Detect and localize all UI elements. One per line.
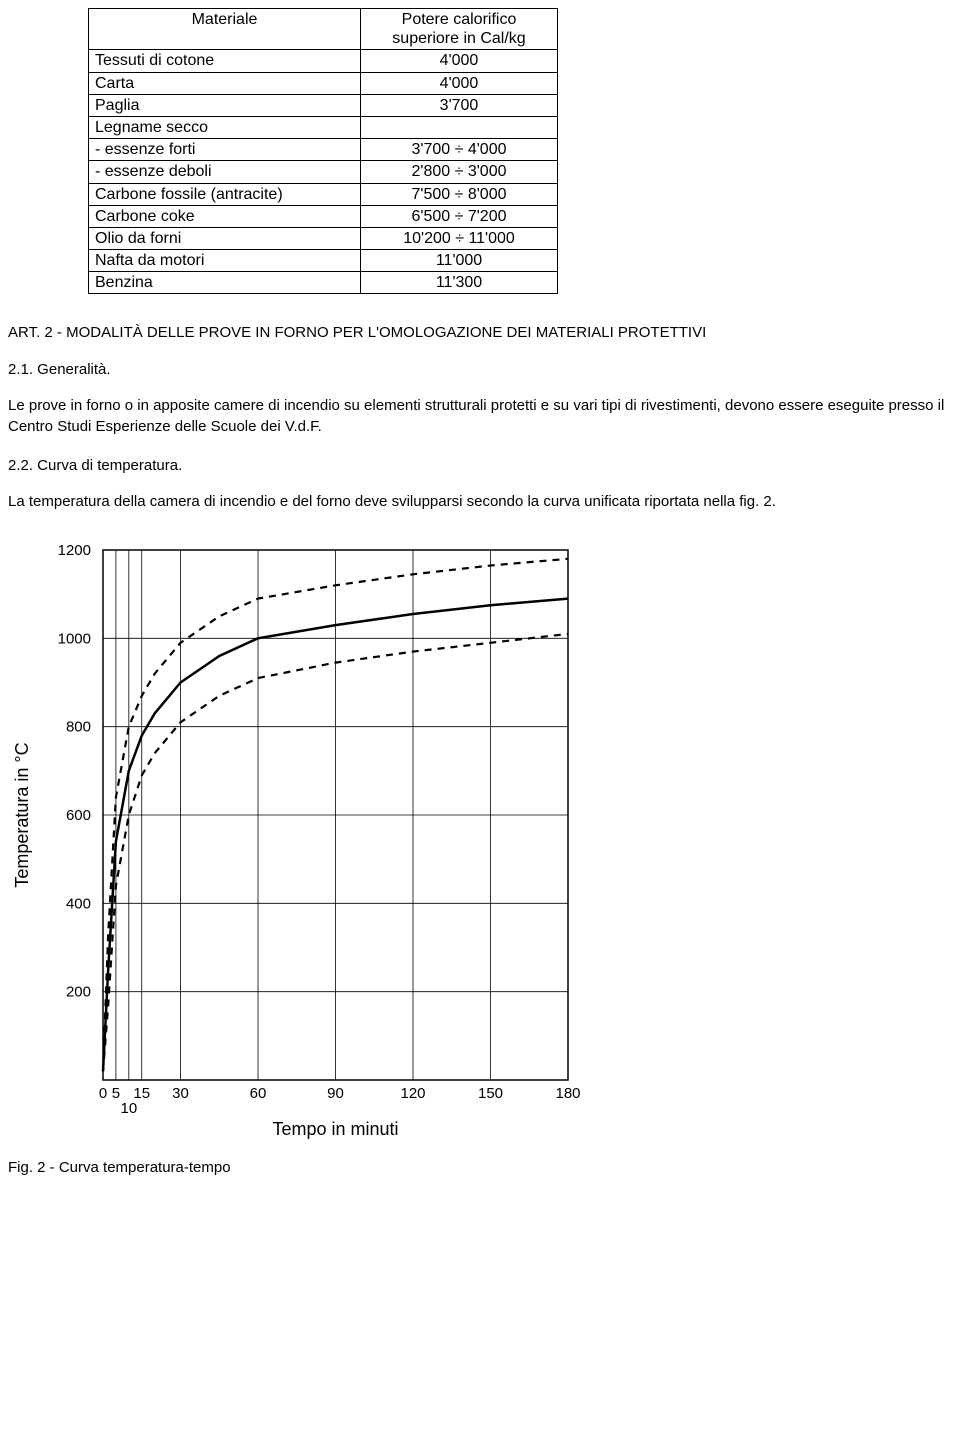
subsection-2-2-title: 2.2. Curva di temperatura.	[8, 457, 952, 474]
subsection-2-1-title: 2.1. Generalità.	[8, 361, 952, 378]
table-header-calorific: Potere calorifico superiore in Cal/kg	[361, 9, 558, 50]
value-cell: 11'300	[361, 272, 558, 294]
section-title-art2: ART. 2 - MODALITÀ DELLE PROVE IN FORNO P…	[8, 324, 952, 341]
materials-table: Materiale Potere calorifico superiore in…	[88, 8, 558, 294]
subsection-2-2-body: La temperatura della camera di incendio …	[8, 492, 952, 512]
table-row: Carbone fossile (antracite)7'500 ÷ 8'000	[89, 183, 558, 205]
svg-text:800: 800	[66, 719, 91, 736]
svg-text:90: 90	[327, 1085, 344, 1102]
svg-text:Temperatura in °C: Temperatura in °C	[12, 743, 32, 888]
svg-text:200: 200	[66, 984, 91, 1001]
table-row: Paglia3'700	[89, 94, 558, 116]
value-cell: 2'800 ÷ 3'000	[361, 161, 558, 183]
table-row: Olio da forni10'200 ÷ 11'000	[89, 227, 558, 249]
table-row: Legname secco	[89, 116, 558, 138]
material-cell: Benzina	[89, 272, 361, 294]
table-row: - essenze forti3'700 ÷ 4'000	[89, 139, 558, 161]
value-cell: 7'500 ÷ 8'000	[361, 183, 558, 205]
svg-text:10: 10	[120, 1100, 137, 1117]
material-cell: Carta	[89, 72, 361, 94]
svg-text:180: 180	[555, 1085, 580, 1102]
table-header-material: Materiale	[89, 9, 361, 50]
temperature-chart: 2004006008001000120005153060901201501801…	[8, 530, 952, 1153]
material-cell: Carbone coke	[89, 205, 361, 227]
svg-text:Tempo in minuti: Tempo in minuti	[272, 1119, 398, 1139]
table-row: Carbone coke6'500 ÷ 7'200	[89, 205, 558, 227]
material-cell: Legname secco	[89, 116, 361, 138]
svg-text:1000: 1000	[58, 631, 91, 648]
material-cell: Nafta da motori	[89, 250, 361, 272]
svg-text:400: 400	[66, 896, 91, 913]
svg-text:150: 150	[478, 1085, 503, 1102]
value-cell: 6'500 ÷ 7'200	[361, 205, 558, 227]
material-cell: Paglia	[89, 94, 361, 116]
value-cell: 3'700	[361, 94, 558, 116]
svg-text:1200: 1200	[58, 542, 91, 559]
table-row: Tessuti di cotone4'000	[89, 50, 558, 72]
material-cell: - essenze deboli	[89, 161, 361, 183]
svg-text:5: 5	[112, 1085, 120, 1102]
svg-text:600: 600	[66, 807, 91, 824]
material-cell: Tessuti di cotone	[89, 50, 361, 72]
svg-text:60: 60	[250, 1085, 267, 1102]
material-cell: - essenze forti	[89, 139, 361, 161]
material-cell: Olio da forni	[89, 227, 361, 249]
value-cell: 11'000	[361, 250, 558, 272]
table-row: Carta4'000	[89, 72, 558, 94]
svg-text:120: 120	[400, 1085, 425, 1102]
value-cell	[361, 116, 558, 138]
value-cell: 10'200 ÷ 11'000	[361, 227, 558, 249]
subsection-2-1-body: Le prove in forno o in apposite camere d…	[8, 396, 952, 437]
value-cell: 3'700 ÷ 4'000	[361, 139, 558, 161]
svg-text:30: 30	[172, 1085, 189, 1102]
svg-text:0: 0	[99, 1085, 107, 1102]
table-row: Nafta da motori11'000	[89, 250, 558, 272]
figure-caption: Fig. 2 - Curva temperatura-tempo	[8, 1159, 952, 1176]
value-cell: 4'000	[361, 72, 558, 94]
table-row: Benzina11'300	[89, 272, 558, 294]
material-cell: Carbone fossile (antracite)	[89, 183, 361, 205]
table-row: - essenze deboli2'800 ÷ 3'000	[89, 161, 558, 183]
value-cell: 4'000	[361, 50, 558, 72]
